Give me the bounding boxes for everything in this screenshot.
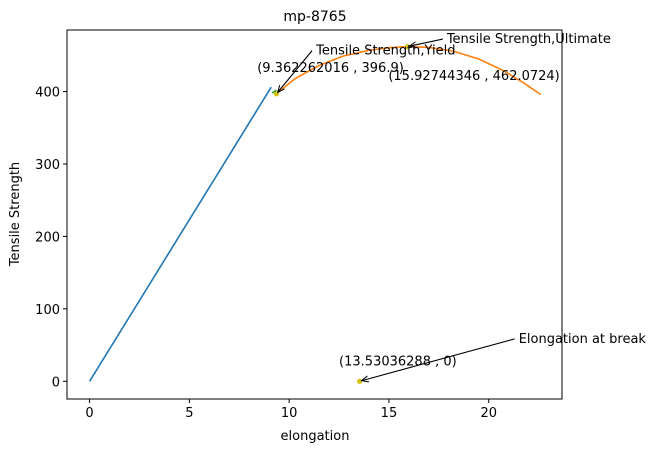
series-line-1 — [88, 86, 272, 382]
x-tick-label: 5 — [185, 406, 193, 421]
x-tick-label: 10 — [281, 406, 298, 421]
series-line-2 — [271, 89, 277, 94]
annotation-label-yield: Tensile Strength,Yield — [315, 44, 455, 59]
x-axis-label: elongation — [281, 429, 350, 444]
x-tick-label: 20 — [480, 406, 497, 421]
data-point-marker-3 — [357, 378, 363, 384]
annotation-label-ultimate: Tensile Strength,Ultimate — [446, 32, 611, 47]
x-tick-label: 15 — [381, 406, 398, 421]
axes-frame — [66, 29, 563, 400]
annotation-arrow-ultimate — [409, 38, 443, 46]
y-tick-label: 100 — [35, 303, 60, 318]
y-tick-label: 200 — [35, 230, 60, 245]
annotation-arrow-break — [362, 338, 515, 381]
annotation-arrow-yield — [278, 50, 313, 93]
annotation-coords-ultimate: (15.92744346 , 462.0724) — [388, 69, 559, 84]
annotation-label-break: Elongation at break — [519, 332, 647, 347]
y-axis-label: Tensile Strength — [8, 162, 23, 267]
y-tick-label: 300 — [35, 158, 60, 173]
x-tick-label: 0 — [85, 406, 93, 421]
y-tick-label: 400 — [35, 86, 60, 101]
annotation-coords-yield: (9.362262016 , 396.9) — [257, 61, 404, 76]
chart-title: mp-8765 — [283, 9, 346, 25]
annotation-coords-break: (13.53036288 , 0) — [339, 354, 457, 369]
y-tick-label: 0 — [52, 375, 60, 390]
